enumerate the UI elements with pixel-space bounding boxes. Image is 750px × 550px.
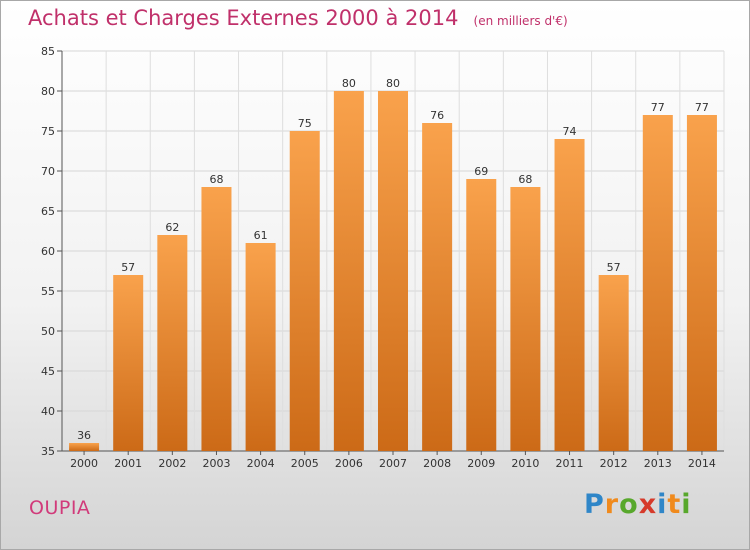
data-label: 75	[298, 117, 312, 130]
x-tick-label: 2000	[70, 457, 98, 470]
bar	[157, 235, 188, 451]
x-tick-label: 2003	[202, 457, 230, 470]
y-tick-label: 80	[41, 85, 55, 98]
brand-logo-letter: x	[638, 489, 658, 520]
bar	[289, 131, 320, 451]
y-tick-label: 55	[41, 285, 55, 298]
y-tick-label: 50	[41, 325, 55, 338]
x-tick-label: 2002	[158, 457, 186, 470]
brand-logo-letter: t	[667, 489, 682, 520]
brand-logo-letter: r	[604, 489, 620, 520]
brand-logo-letter: i	[681, 489, 692, 520]
x-tick-label: 2009	[467, 457, 495, 470]
x-tick-label: 2001	[114, 457, 142, 470]
bar	[422, 123, 453, 451]
commune-name: OUPIA	[29, 497, 91, 519]
bar	[598, 275, 629, 451]
chart-subtitle: (en milliers d'€)	[473, 14, 568, 28]
x-tick-label: 2005	[291, 457, 319, 470]
data-label: 76	[430, 109, 444, 122]
y-tick-label: 60	[41, 245, 55, 258]
data-label: 62	[165, 221, 179, 234]
brand-logo-letter: o	[619, 489, 639, 520]
bar	[113, 275, 144, 451]
data-label: 57	[121, 261, 135, 274]
title-row: Achats et Charges Externes 2000 à 2014 (…	[28, 6, 568, 30]
x-tick-label: 2011	[556, 457, 584, 470]
x-tick-label: 2006	[335, 457, 363, 470]
data-label: 68	[518, 173, 532, 186]
y-tick-label: 40	[41, 405, 55, 418]
y-tick-label: 35	[41, 445, 55, 458]
x-tick-label: 2004	[247, 457, 275, 470]
brand-logo-letter: i	[657, 489, 668, 520]
bar	[686, 115, 717, 451]
bar	[333, 91, 364, 451]
y-tick-label: 85	[41, 45, 55, 58]
y-tick-label: 65	[41, 205, 55, 218]
bar	[642, 115, 673, 451]
bar	[554, 139, 585, 451]
y-tick-label: 45	[41, 365, 55, 378]
data-label: 74	[563, 125, 577, 138]
x-tick-label: 2013	[644, 457, 672, 470]
data-label: 80	[342, 77, 356, 90]
x-tick-label: 2010	[511, 457, 539, 470]
bar	[510, 187, 541, 451]
brand-logo-letter: P	[584, 489, 605, 520]
data-label: 69	[474, 165, 488, 178]
data-label: 68	[209, 173, 223, 186]
x-tick-label: 2014	[688, 457, 716, 470]
x-tick-label: 2012	[600, 457, 628, 470]
chart-title: Achats et Charges Externes 2000 à 2014	[28, 6, 459, 30]
data-label: 36	[77, 429, 91, 442]
bars	[69, 91, 717, 451]
bar	[69, 443, 100, 451]
data-label: 80	[386, 77, 400, 90]
bar	[466, 179, 497, 451]
y-tick-label: 75	[41, 125, 55, 138]
y-tick-label: 70	[41, 165, 55, 178]
data-label: 77	[695, 101, 709, 114]
x-tick-label: 2008	[423, 457, 451, 470]
bar	[245, 243, 276, 451]
bar	[201, 187, 232, 451]
data-label: 77	[651, 101, 665, 114]
data-label: 57	[607, 261, 621, 274]
data-label: 61	[254, 229, 268, 242]
x-tick-label: 2007	[379, 457, 407, 470]
labels: 35 40 45 50 55 60 65 70 75 80 85 36 2000 57 2001 62 2002…	[41, 45, 716, 470]
brand-logo: Proxiti	[584, 489, 692, 520]
bar	[377, 91, 409, 451]
